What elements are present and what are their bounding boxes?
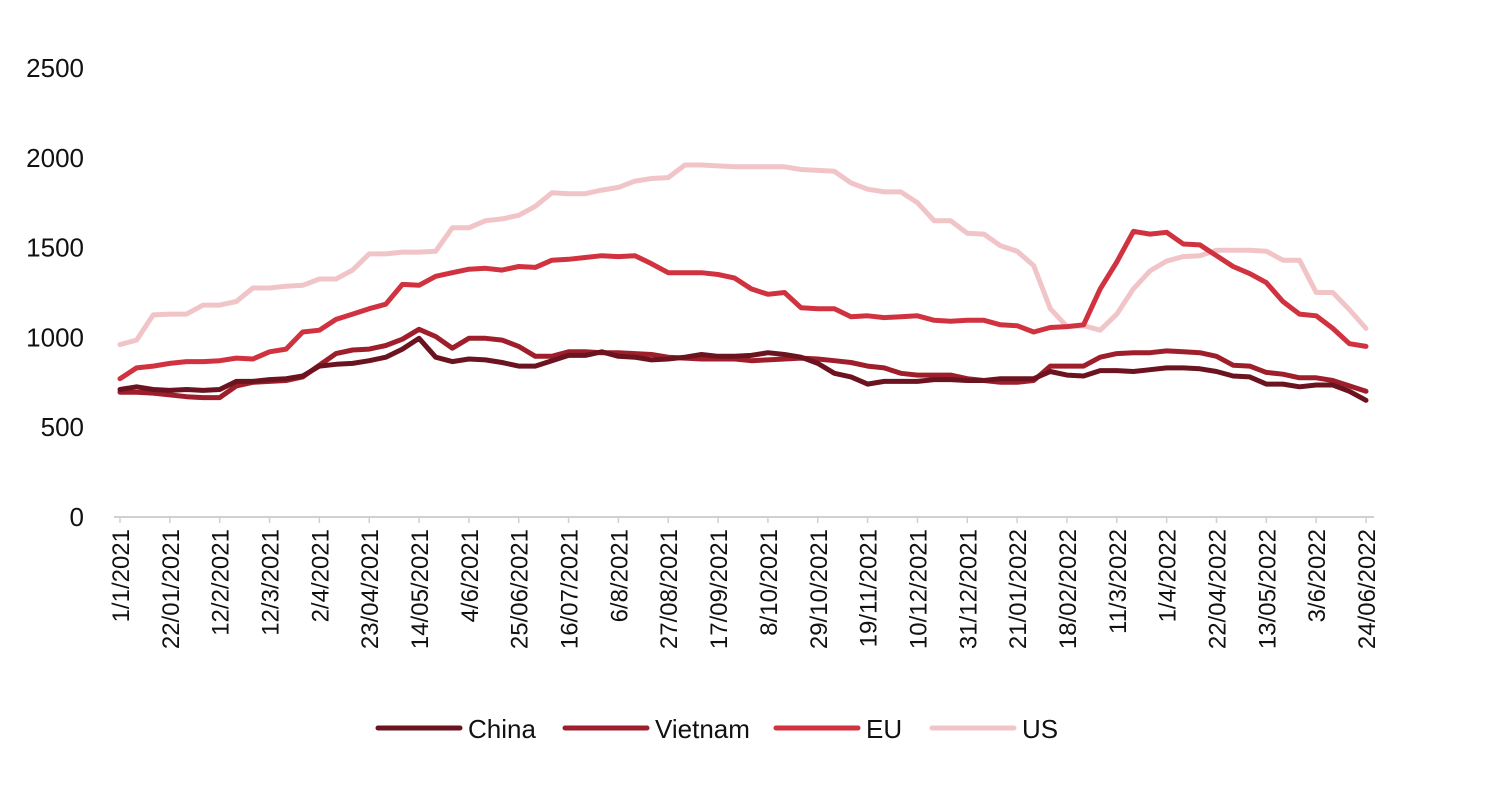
x-tick-label: 12/3/2021 bbox=[258, 529, 285, 636]
series-line-eu bbox=[117, 228, 1369, 382]
x-tick-label: 14/05/2021 bbox=[407, 529, 434, 649]
x-tick-label: 4/6/2021 bbox=[457, 529, 484, 622]
x-tick-label: 25/06/2021 bbox=[507, 529, 534, 649]
x-tick-label: 17/09/2021 bbox=[706, 529, 733, 649]
x-tick-label: 29/10/2021 bbox=[806, 529, 833, 649]
series-line-us bbox=[117, 162, 1369, 348]
legend: China Vietnam EU US bbox=[375, 714, 1058, 744]
x-tick-label: 27/08/2021 bbox=[656, 529, 683, 649]
x-tick-label: 11/3/2022 bbox=[1105, 529, 1132, 634]
x-tick-label: 10/12/2021 bbox=[905, 529, 932, 649]
x-tick-label: 18/02/2022 bbox=[1055, 529, 1082, 649]
x-tick-label: 8/10/2021 bbox=[756, 529, 783, 636]
y-axis-ticks: 0 500 1000 1500 2000 2500 bbox=[26, 53, 84, 532]
y-tick-label: 500 bbox=[41, 412, 84, 442]
legend-label-china: China bbox=[468, 714, 536, 744]
legend-label-vietnam: Vietnam bbox=[655, 714, 750, 744]
legend-label-us: US bbox=[1022, 714, 1058, 744]
x-tick-label: 31/12/2021 bbox=[955, 529, 982, 649]
y-tick-label: 2500 bbox=[26, 53, 84, 83]
x-tick-label: 2/4/2021 bbox=[307, 529, 334, 622]
x-tick-label: 23/04/2021 bbox=[357, 529, 384, 649]
x-tick-label: 1/1/2021 bbox=[108, 529, 135, 622]
y-tick-label: 1500 bbox=[26, 233, 84, 263]
x-axis-ticks: 1/1/2021 22/01/2021 12/2/2021 12/3/2021 2/4/… bbox=[108, 517, 1381, 649]
x-tick-label: 21/01/2022 bbox=[1005, 529, 1032, 649]
x-tick-label: 19/11/2021 bbox=[856, 529, 883, 647]
y-tick-label: 2000 bbox=[26, 143, 84, 173]
x-tick-label: 6/8/2021 bbox=[606, 529, 633, 622]
series-line-china bbox=[117, 335, 1369, 403]
x-tick-label: 22/01/2021 bbox=[158, 529, 185, 649]
legend-label-eu: EU bbox=[866, 714, 902, 744]
x-tick-label: 3/6/2022 bbox=[1304, 529, 1331, 622]
series-lines bbox=[117, 162, 1369, 403]
series-line-vietnam bbox=[117, 326, 1369, 401]
y-tick-label: 0 bbox=[70, 502, 84, 532]
x-tick-label: 12/2/2021 bbox=[208, 529, 235, 636]
x-tick-label: 16/07/2021 bbox=[557, 529, 584, 649]
x-tick-label: 13/05/2022 bbox=[1254, 529, 1281, 649]
x-tick-label: 22/04/2022 bbox=[1204, 529, 1231, 649]
x-tick-label: 24/06/2022 bbox=[1354, 529, 1381, 649]
y-tick-label: 1000 bbox=[26, 322, 84, 352]
x-tick-label: 1/4/2022 bbox=[1155, 529, 1182, 622]
